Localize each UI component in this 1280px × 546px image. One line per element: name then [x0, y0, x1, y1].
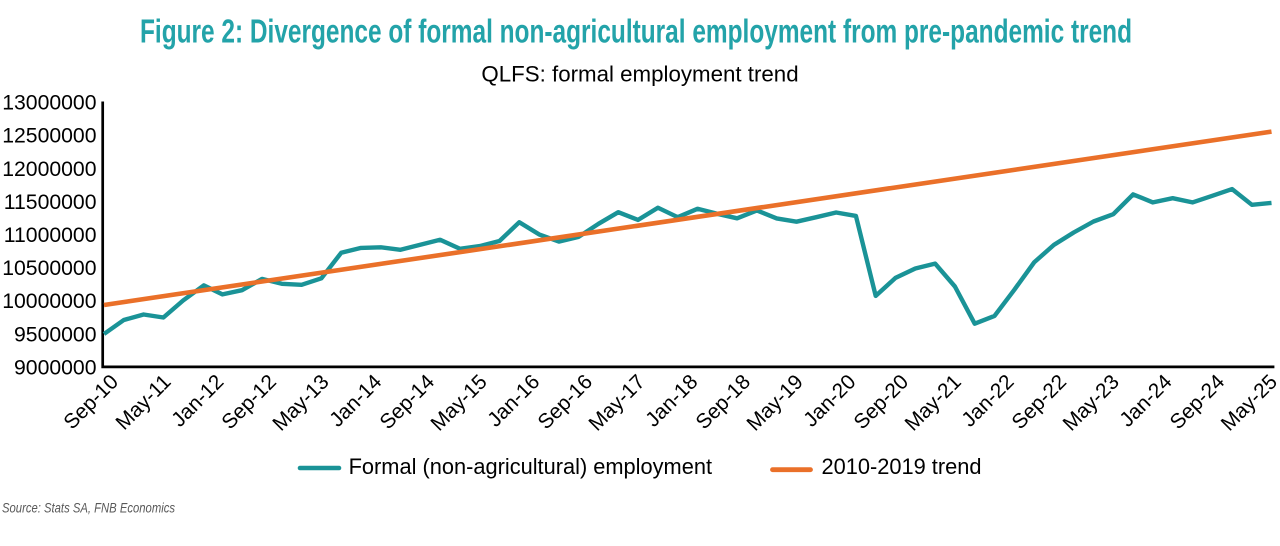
svg-text:9000000: 9000000 — [14, 356, 96, 379]
svg-text:12500000: 12500000 — [2, 125, 96, 148]
svg-text:Source: Stats SA, FNB Economic: Source: Stats SA, FNB Economics — [2, 500, 175, 515]
svg-text:11500000: 11500000 — [4, 191, 97, 214]
svg-text:Figure 2: Divergence of formal: Figure 2: Divergence of formal non-agric… — [140, 13, 1132, 50]
svg-text:11000000: 11000000 — [4, 224, 97, 247]
svg-text:10500000: 10500000 — [2, 257, 96, 280]
svg-text:12000000: 12000000 — [2, 158, 96, 181]
svg-text:13000000: 13000000 — [2, 92, 96, 115]
svg-text:QLFS: formal employment trend: QLFS: formal employment trend — [481, 62, 798, 87]
svg-text:9500000: 9500000 — [14, 323, 96, 346]
svg-text:10000000: 10000000 — [2, 290, 96, 313]
svg-text:2010-2019 trend: 2010-2019 trend — [822, 454, 982, 479]
svg-text:Formal (non-agricultural) empl: Formal (non-agricultural) employment — [349, 454, 712, 479]
